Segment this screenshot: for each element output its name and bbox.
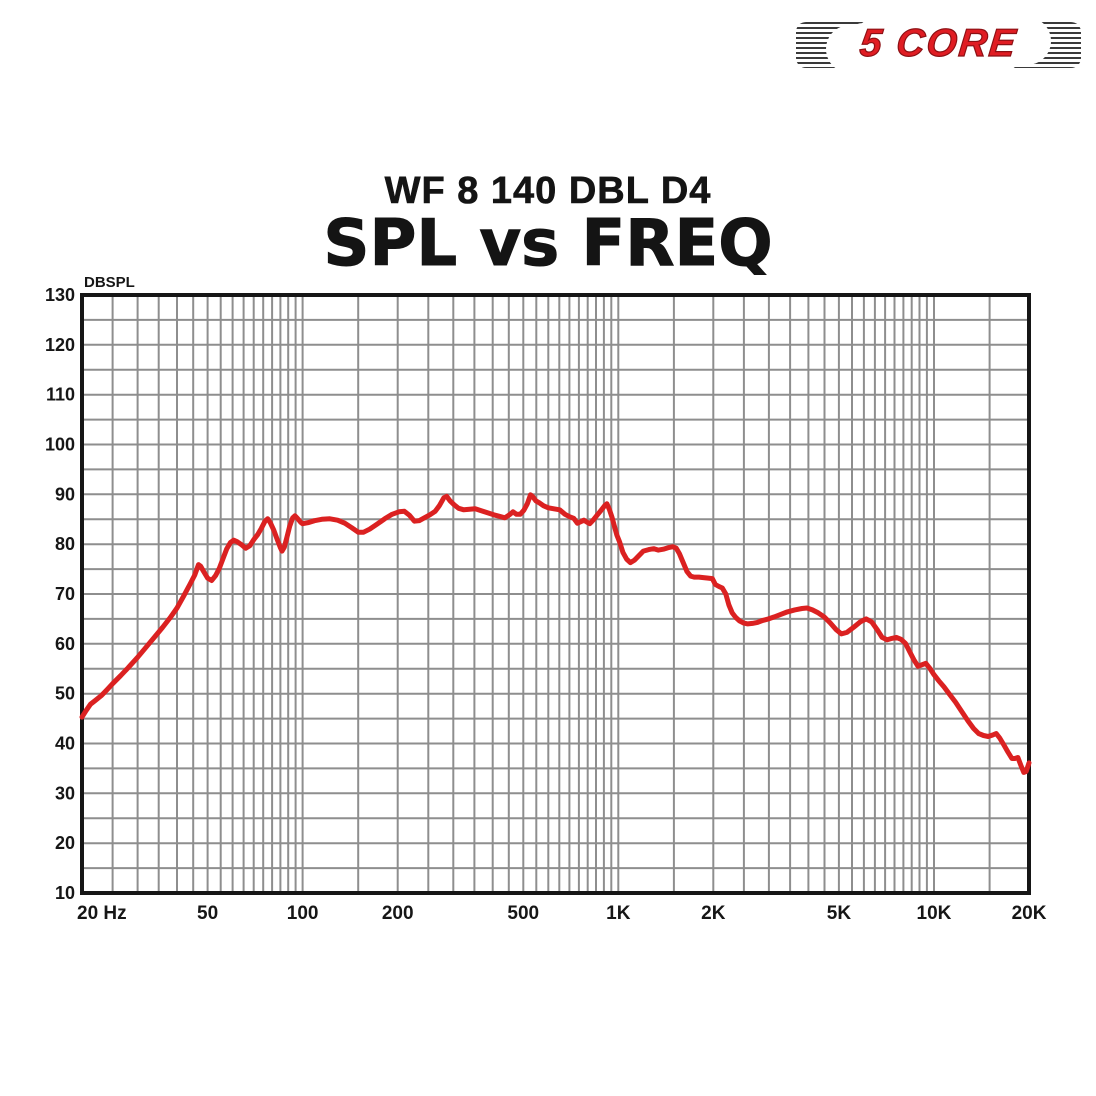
page-title: SPL vs FREQ [323, 207, 773, 281]
x-tick-label: 10K [917, 903, 952, 924]
x-tick-label: 20K [1012, 903, 1047, 924]
y-tick-label: 70 [55, 584, 75, 604]
spl-curve [79, 492, 1032, 775]
y-tick-label: 90 [55, 484, 75, 504]
x-tick-label: 200 [382, 903, 414, 924]
y-tick-label: 40 [55, 734, 75, 754]
x-tick-label: 50 [197, 903, 218, 924]
y-tick-label: 10 [55, 883, 75, 903]
y-tick-label: 80 [55, 534, 75, 554]
y-tick-label: 20 [55, 833, 75, 853]
y-axis-unit-label: DBSPL [84, 274, 135, 291]
y-tick-label: 50 [55, 684, 75, 704]
y-tick-label: 110 [46, 385, 75, 405]
x-tick-label: 100 [287, 903, 319, 924]
y-tick-label: 30 [55, 783, 75, 803]
x-tick-label: 1K [606, 903, 631, 924]
logo-cloud-background: 5 CORE [841, 21, 1036, 67]
x-tick-label: 20 Hz [77, 903, 127, 924]
x-tick-label: 2K [701, 903, 726, 924]
y-tick-label: 120 [45, 335, 75, 355]
y-tick-label: 100 [45, 435, 75, 455]
y-tick-label: 60 [55, 634, 75, 654]
brand-logo: 5 CORE [796, 21, 1081, 68]
y-tick-label: 130 [45, 285, 75, 305]
chart-header: WF 8 140 DBL D4 SPL vs FREQ [0, 170, 1096, 281]
x-tick-label: 5K [827, 903, 852, 924]
plot-border [80, 293, 1031, 895]
x-tick-label: 500 [507, 903, 539, 924]
model-subtitle: WF 8 140 DBL D4 [384, 170, 712, 213]
